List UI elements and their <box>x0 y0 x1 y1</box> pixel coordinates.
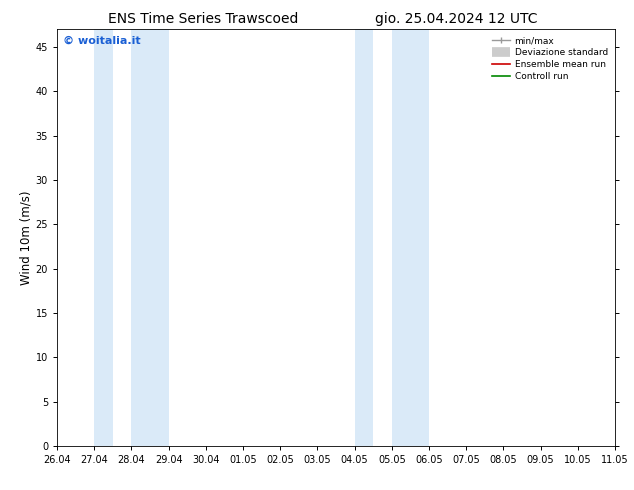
Bar <box>354 29 373 446</box>
Y-axis label: Wind 10m (m/s): Wind 10m (m/s) <box>20 191 33 285</box>
Bar <box>131 29 169 446</box>
Text: gio. 25.04.2024 12 UTC: gio. 25.04.2024 12 UTC <box>375 12 538 26</box>
Bar <box>392 29 429 446</box>
Bar <box>94 29 113 446</box>
Legend: min/max, Deviazione standard, Ensemble mean run, Controll run: min/max, Deviazione standard, Ensemble m… <box>489 34 611 83</box>
Text: © woitalia.it: © woitalia.it <box>63 36 140 46</box>
Text: ENS Time Series Trawscoed: ENS Time Series Trawscoed <box>108 12 298 26</box>
